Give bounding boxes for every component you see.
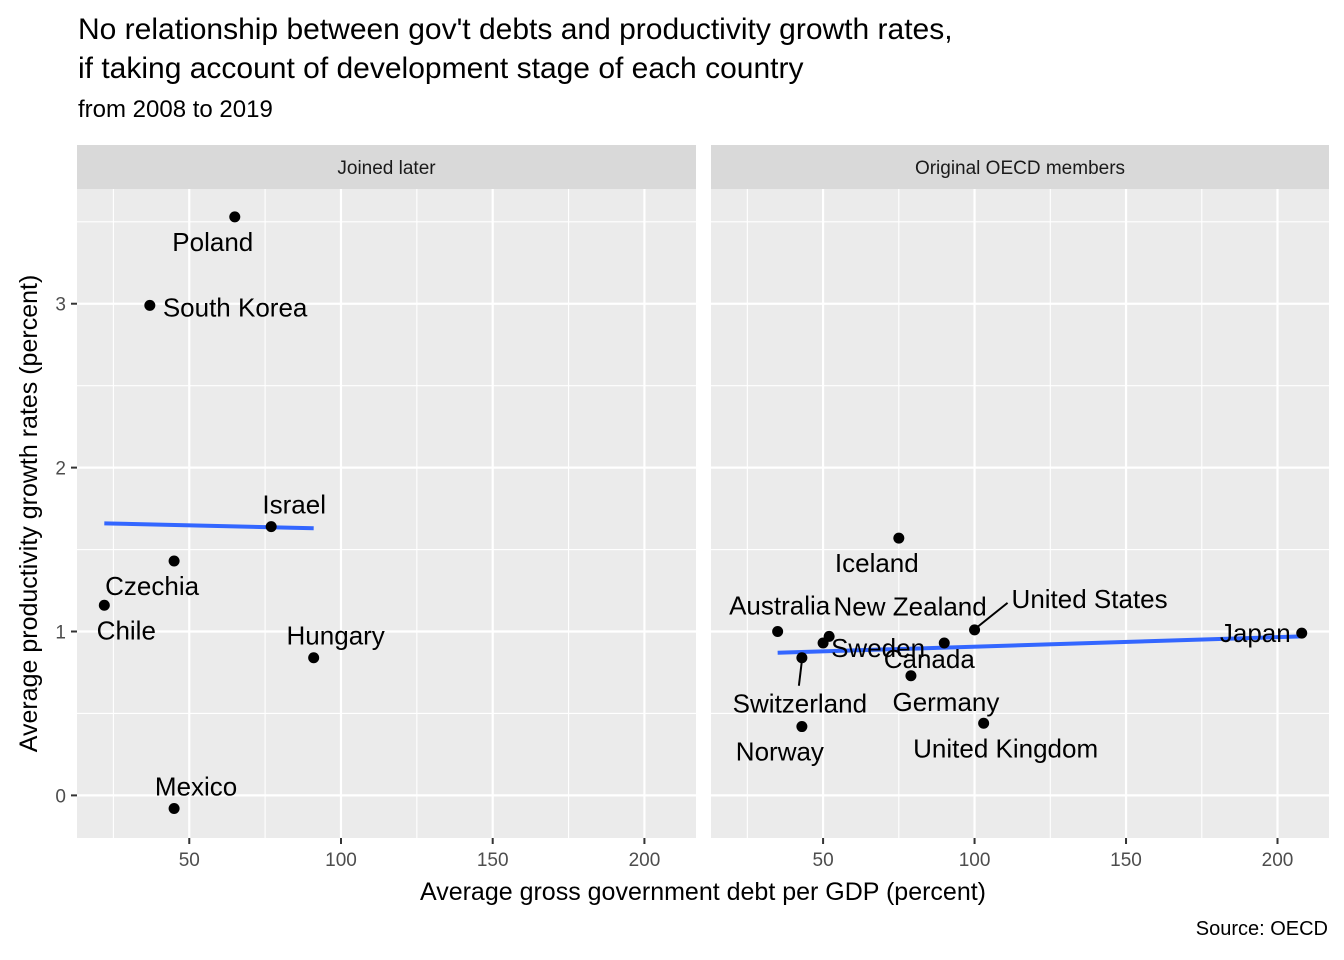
y-tick-label: 1	[55, 623, 66, 644]
data-point	[229, 211, 241, 223]
point-label: Switzerland	[733, 689, 867, 719]
x-tick-label: 200	[1262, 850, 1294, 871]
data-point	[1296, 627, 1308, 639]
data-point	[969, 624, 981, 636]
x-tick-label: 150	[1110, 850, 1142, 871]
point-label: Chile	[97, 615, 156, 645]
x-tick-label: 50	[813, 850, 834, 871]
point-label: South Korea	[163, 292, 308, 322]
point-label: United States	[1012, 584, 1168, 614]
point-label: Germany	[892, 687, 999, 717]
data-point	[796, 721, 808, 733]
x-tick-label: 100	[325, 850, 357, 871]
data-point	[796, 652, 808, 664]
point-label: Sweden	[831, 633, 925, 663]
point-label: Mexico	[155, 772, 237, 802]
point-label: Norway	[736, 737, 824, 767]
chart-caption: Source: OECD	[1195, 918, 1328, 940]
data-point	[772, 626, 784, 637]
data-point	[98, 599, 110, 611]
point-label: Canada	[884, 644, 976, 674]
data-point	[905, 670, 917, 682]
point-label: Australia	[729, 591, 831, 621]
y-tick-label: 0	[55, 786, 66, 807]
trend-line	[777, 634, 1302, 655]
y-tick-label: 3	[55, 295, 66, 316]
data-point	[144, 299, 156, 311]
data-point	[938, 637, 950, 649]
facet-strip-label: Joined later	[337, 158, 436, 179]
x-axis-title: Average gross government debt per GDP (p…	[420, 878, 986, 906]
data-point	[978, 717, 990, 729]
point-label: Poland	[172, 227, 253, 257]
label-leader-line	[976, 602, 1009, 628]
data-point	[893, 532, 905, 544]
point-label: Czechia	[105, 571, 199, 601]
x-tick-label: 200	[629, 850, 661, 871]
panel-background	[77, 189, 696, 838]
chart-title-line-2: if taking account of development stage o…	[78, 52, 804, 85]
point-label: Hungary	[287, 621, 385, 651]
facet-strip-label: Original OECD members	[915, 158, 1125, 179]
point-label: Israel	[262, 490, 326, 520]
point-label: United Kingdom	[913, 733, 1098, 763]
point-label: Iceland	[835, 548, 919, 578]
point-label: Japan	[1220, 618, 1291, 648]
label-leader-line	[797, 660, 803, 686]
data-point	[308, 652, 320, 664]
trend-line	[104, 521, 314, 531]
data-point	[168, 803, 180, 814]
y-axis-title: Average productivity growth rates (perce…	[15, 275, 43, 753]
point-label: New Zealand	[834, 591, 987, 621]
chart-title-line-1: No relationship between gov't debts and …	[78, 13, 953, 46]
y-tick-label: 2	[55, 459, 66, 480]
chart-subtitle: from 2008 to 2019	[78, 96, 273, 123]
data-point	[168, 555, 180, 567]
data-point	[817, 637, 829, 649]
x-tick-label: 50	[179, 850, 200, 871]
data-point	[265, 521, 277, 533]
x-tick-label: 100	[959, 850, 991, 871]
chart-title: No relationship between gov't debts and …	[78, 10, 953, 88]
facet-strip-joined-later	[77, 145, 696, 189]
panel-background	[711, 189, 1329, 838]
x-tick-label: 150	[477, 850, 509, 871]
facet-strip-original-oecd-members	[711, 145, 1329, 189]
